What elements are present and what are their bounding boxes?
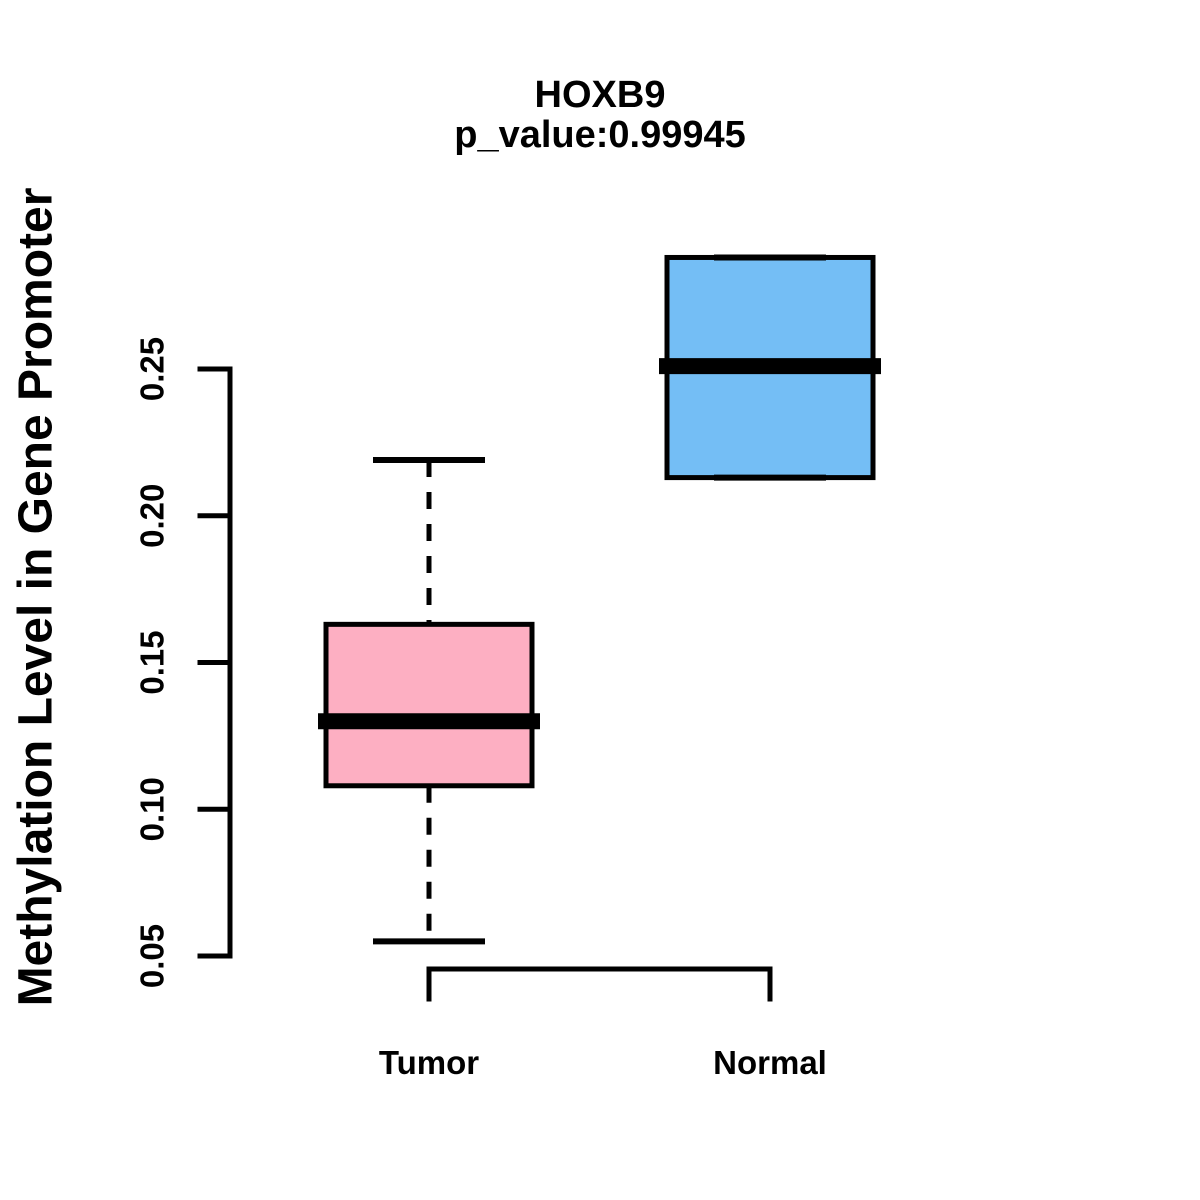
x-category-label-tumor: Tumor bbox=[379, 1044, 479, 1081]
box-tumor bbox=[323, 621, 535, 789]
chart-subtitle: p_value:0.99945 bbox=[454, 114, 746, 156]
y-tick-label: 0.10 bbox=[134, 777, 171, 841]
y-tick-label: 0.20 bbox=[134, 484, 171, 548]
plot-layer: 0.05 0.10 0.15 0.20 0.25 Tumor Normal bbox=[134, 254, 881, 1081]
y-axis-label: Methylation Level in Gene Promoter bbox=[10, 188, 63, 1007]
chart-title: HOXB9 bbox=[535, 74, 666, 116]
y-tick-label: 0.25 bbox=[134, 337, 171, 401]
x-category-label-normal: Normal bbox=[713, 1044, 827, 1081]
y-tick-label: 0.05 bbox=[134, 924, 171, 988]
y-tick-label: 0.15 bbox=[134, 630, 171, 694]
